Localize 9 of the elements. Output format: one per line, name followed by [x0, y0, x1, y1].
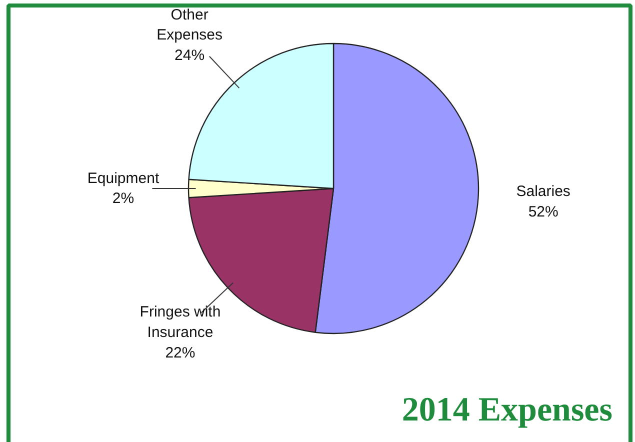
slice-label: Equipment: [87, 170, 160, 187]
slice-label: Fringes with Insurance: [140, 304, 221, 341]
slice-label: Salaries: [516, 183, 570, 200]
data-label: 52%: [528, 203, 558, 220]
data-label: 22%: [165, 344, 196, 362]
text: 2014 Expenses: [402, 392, 612, 428]
slice-label: Other Expenses: [156, 6, 223, 44]
data-label: 24%: [174, 47, 205, 64]
data-label: 2%: [112, 190, 134, 208]
